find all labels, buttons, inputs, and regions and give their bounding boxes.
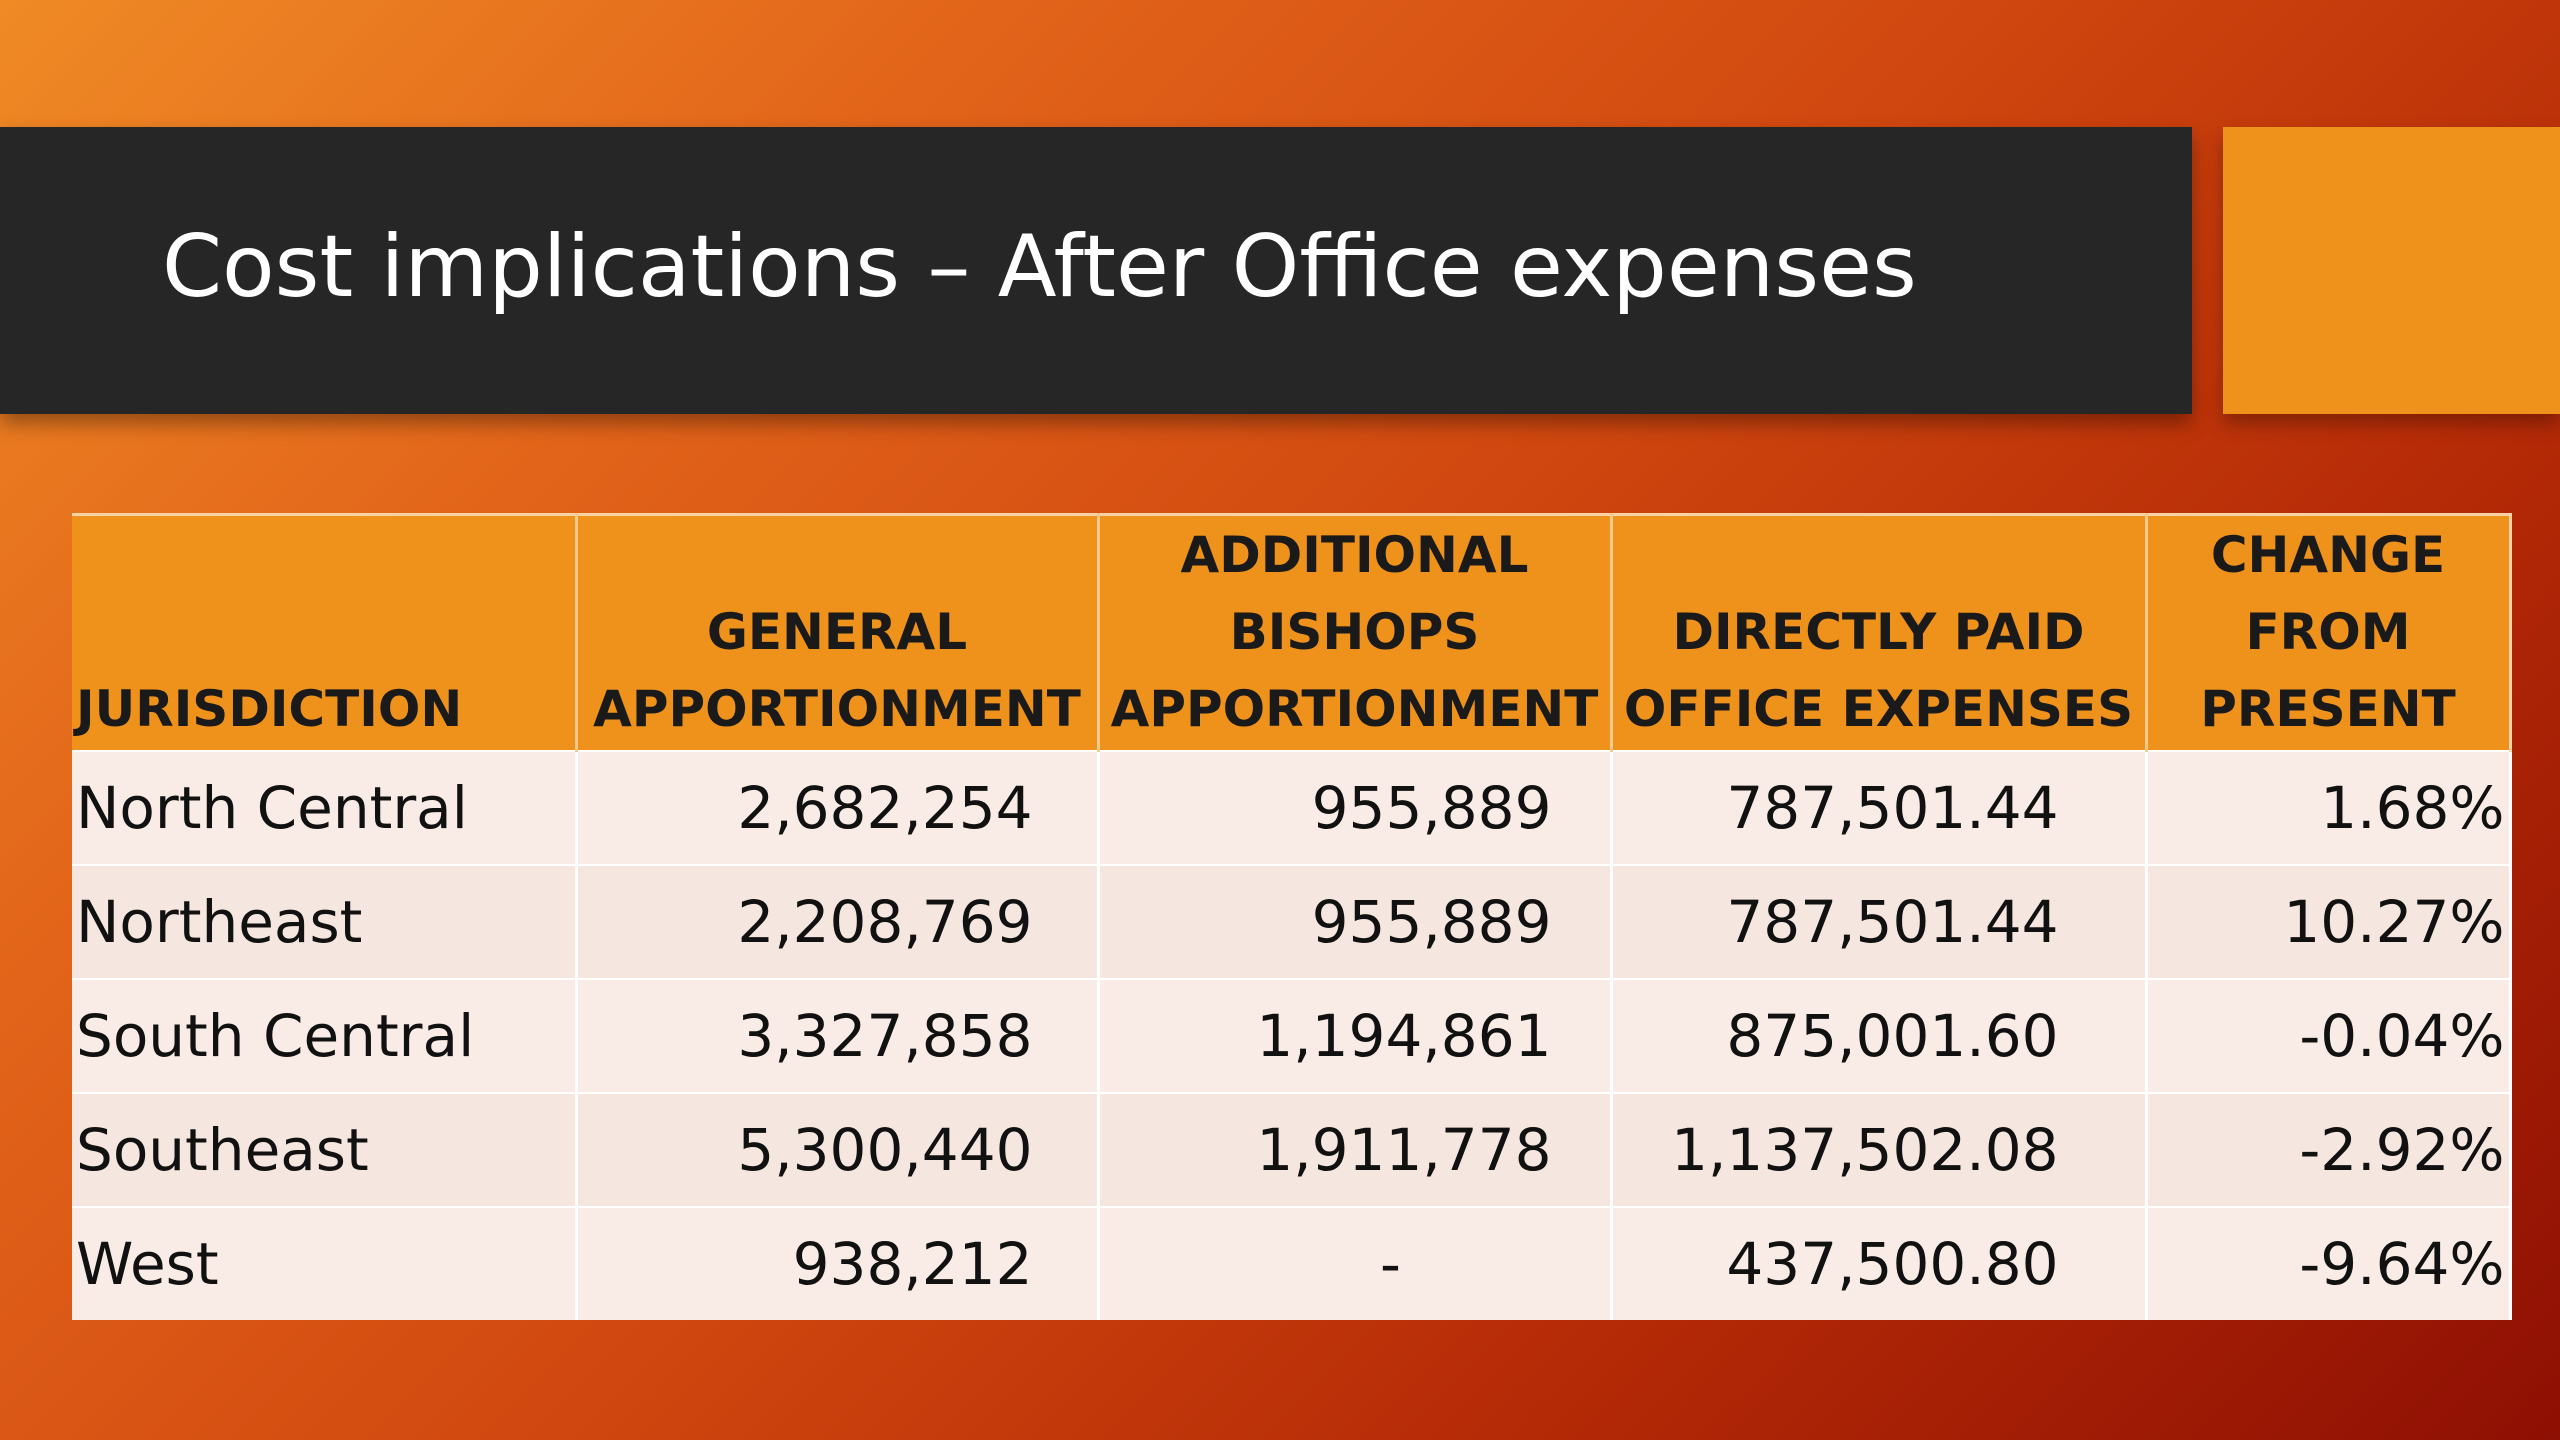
change-cell: 1.68% — [2146, 750, 2512, 865]
slide-title: Cost implications – After Office expense… — [162, 217, 1917, 317]
header-line: DIRECTLY PAID — [1672, 603, 2085, 661]
header-line: PRESENT — [2200, 680, 2456, 738]
change-cell: -0.04% — [2146, 978, 2512, 1093]
office-expenses-cell: 875,001.60 — [1611, 978, 2148, 1093]
change-cell: -9.64% — [2146, 1206, 2512, 1320]
table-row: Southeast 5,300,440 1,911,778 1,137,502.… — [72, 1092, 2512, 1207]
title-bar: Cost implications – After Office expense… — [0, 127, 2192, 414]
header-line: CHANGE — [2210, 526, 2446, 584]
header-line: BISHOPS — [1229, 603, 1480, 661]
header-additional-bishops-apportionment: ADDITIONAL BISHOPS APPORTIONMENT — [1098, 513, 1613, 751]
office-expenses-cell: 437,500.80 — [1611, 1206, 2148, 1320]
jurisdiction-cell: North Central — [72, 750, 578, 865]
header-general-apportionment: GENERAL APPORTIONMENT — [576, 513, 1100, 751]
office-expenses-cell: 787,501.44 — [1611, 750, 2148, 865]
header-line: GENERAL — [706, 603, 968, 661]
header-row: JURISDICTION GENERAL APPORTIONMENT ADDIT… — [72, 513, 2512, 751]
additional-bishops-cell: 955,889 — [1098, 864, 1613, 979]
general-apportionment-cell: 938,212 — [576, 1206, 1100, 1320]
jurisdiction-cell: West — [72, 1206, 578, 1320]
general-apportionment-cell: 5,300,440 — [576, 1092, 1100, 1207]
general-apportionment-cell: 2,682,254 — [576, 750, 1100, 865]
accent-square — [2223, 127, 2560, 414]
header-line: JURISDICTION — [76, 680, 463, 738]
additional-bishops-cell: - — [1098, 1206, 1613, 1320]
header-jurisdiction: JURISDICTION — [72, 513, 578, 751]
change-cell: 10.27% — [2146, 864, 2512, 979]
cost-table: JURISDICTION GENERAL APPORTIONMENT ADDIT… — [72, 513, 2512, 1320]
jurisdiction-cell: South Central — [72, 978, 578, 1093]
office-expenses-cell: 1,137,502.08 — [1611, 1092, 2148, 1207]
table-row: Northeast 2,208,769 955,889 787,501.44 1… — [72, 864, 2512, 979]
office-expenses-cell: 787,501.44 — [1611, 864, 2148, 979]
table-row: South Central 3,327,858 1,194,861 875,00… — [72, 978, 2512, 1093]
table-body: North Central 2,682,254 955,889 787,501.… — [72, 750, 2512, 1320]
header-line: FROM — [2245, 603, 2411, 661]
table-header: JURISDICTION GENERAL APPORTIONMENT ADDIT… — [72, 513, 2512, 751]
table-row: West 938,212 - 437,500.80 -9.64% — [72, 1206, 2512, 1320]
additional-bishops-cell: 1,911,778 — [1098, 1092, 1613, 1207]
header-line: APPORTIONMENT — [593, 680, 1081, 738]
header-line: APPORTIONMENT — [1110, 680, 1599, 738]
jurisdiction-cell: Northeast — [72, 864, 578, 979]
change-cell: -2.92% — [2146, 1092, 2512, 1207]
general-apportionment-cell: 3,327,858 — [576, 978, 1100, 1093]
table-row: North Central 2,682,254 955,889 787,501.… — [72, 750, 2512, 865]
additional-bishops-cell: 955,889 — [1098, 750, 1613, 865]
jurisdiction-cell: Southeast — [72, 1092, 578, 1207]
additional-bishops-cell: 1,194,861 — [1098, 978, 1613, 1093]
header-directly-paid-office-expenses: DIRECTLY PAID OFFICE EXPENSES — [1611, 513, 2148, 751]
header-line: ADDITIONAL — [1180, 526, 1529, 584]
general-apportionment-cell: 2,208,769 — [576, 864, 1100, 979]
header-change-from-present: CHANGE FROM PRESENT — [2146, 513, 2512, 751]
header-line: OFFICE EXPENSES — [1623, 680, 2134, 738]
